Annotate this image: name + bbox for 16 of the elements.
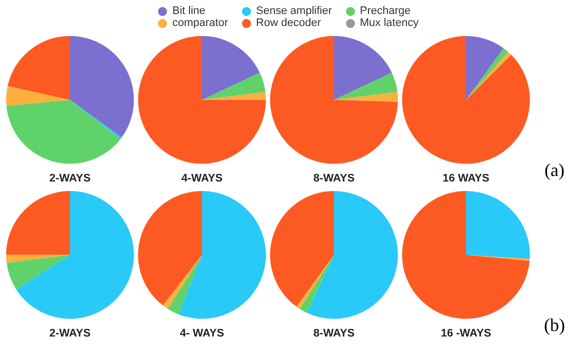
- legend-label: Precharge: [360, 5, 411, 17]
- legend-label: Mux latency: [360, 17, 419, 29]
- text: (b): [544, 315, 565, 335]
- text: 8-WAYS: [313, 327, 355, 340]
- text: 4-WAYS: [181, 172, 223, 184]
- legend-label: Sense amplifier: [256, 5, 332, 17]
- text: 2-WAYS: [49, 172, 91, 184]
- legend-label: Bit line: [172, 5, 206, 17]
- text: (a): [544, 160, 564, 180]
- text: 16 -WAYS: [440, 327, 492, 340]
- text: 2-WAYS: [49, 327, 91, 340]
- legend-label: comparator: [172, 17, 228, 29]
- text: 4- WAYS: [180, 327, 224, 340]
- legend-label: Row decoder: [256, 17, 321, 29]
- text: 8-WAYS: [313, 172, 355, 184]
- text: 16 WAYS: [442, 172, 490, 184]
